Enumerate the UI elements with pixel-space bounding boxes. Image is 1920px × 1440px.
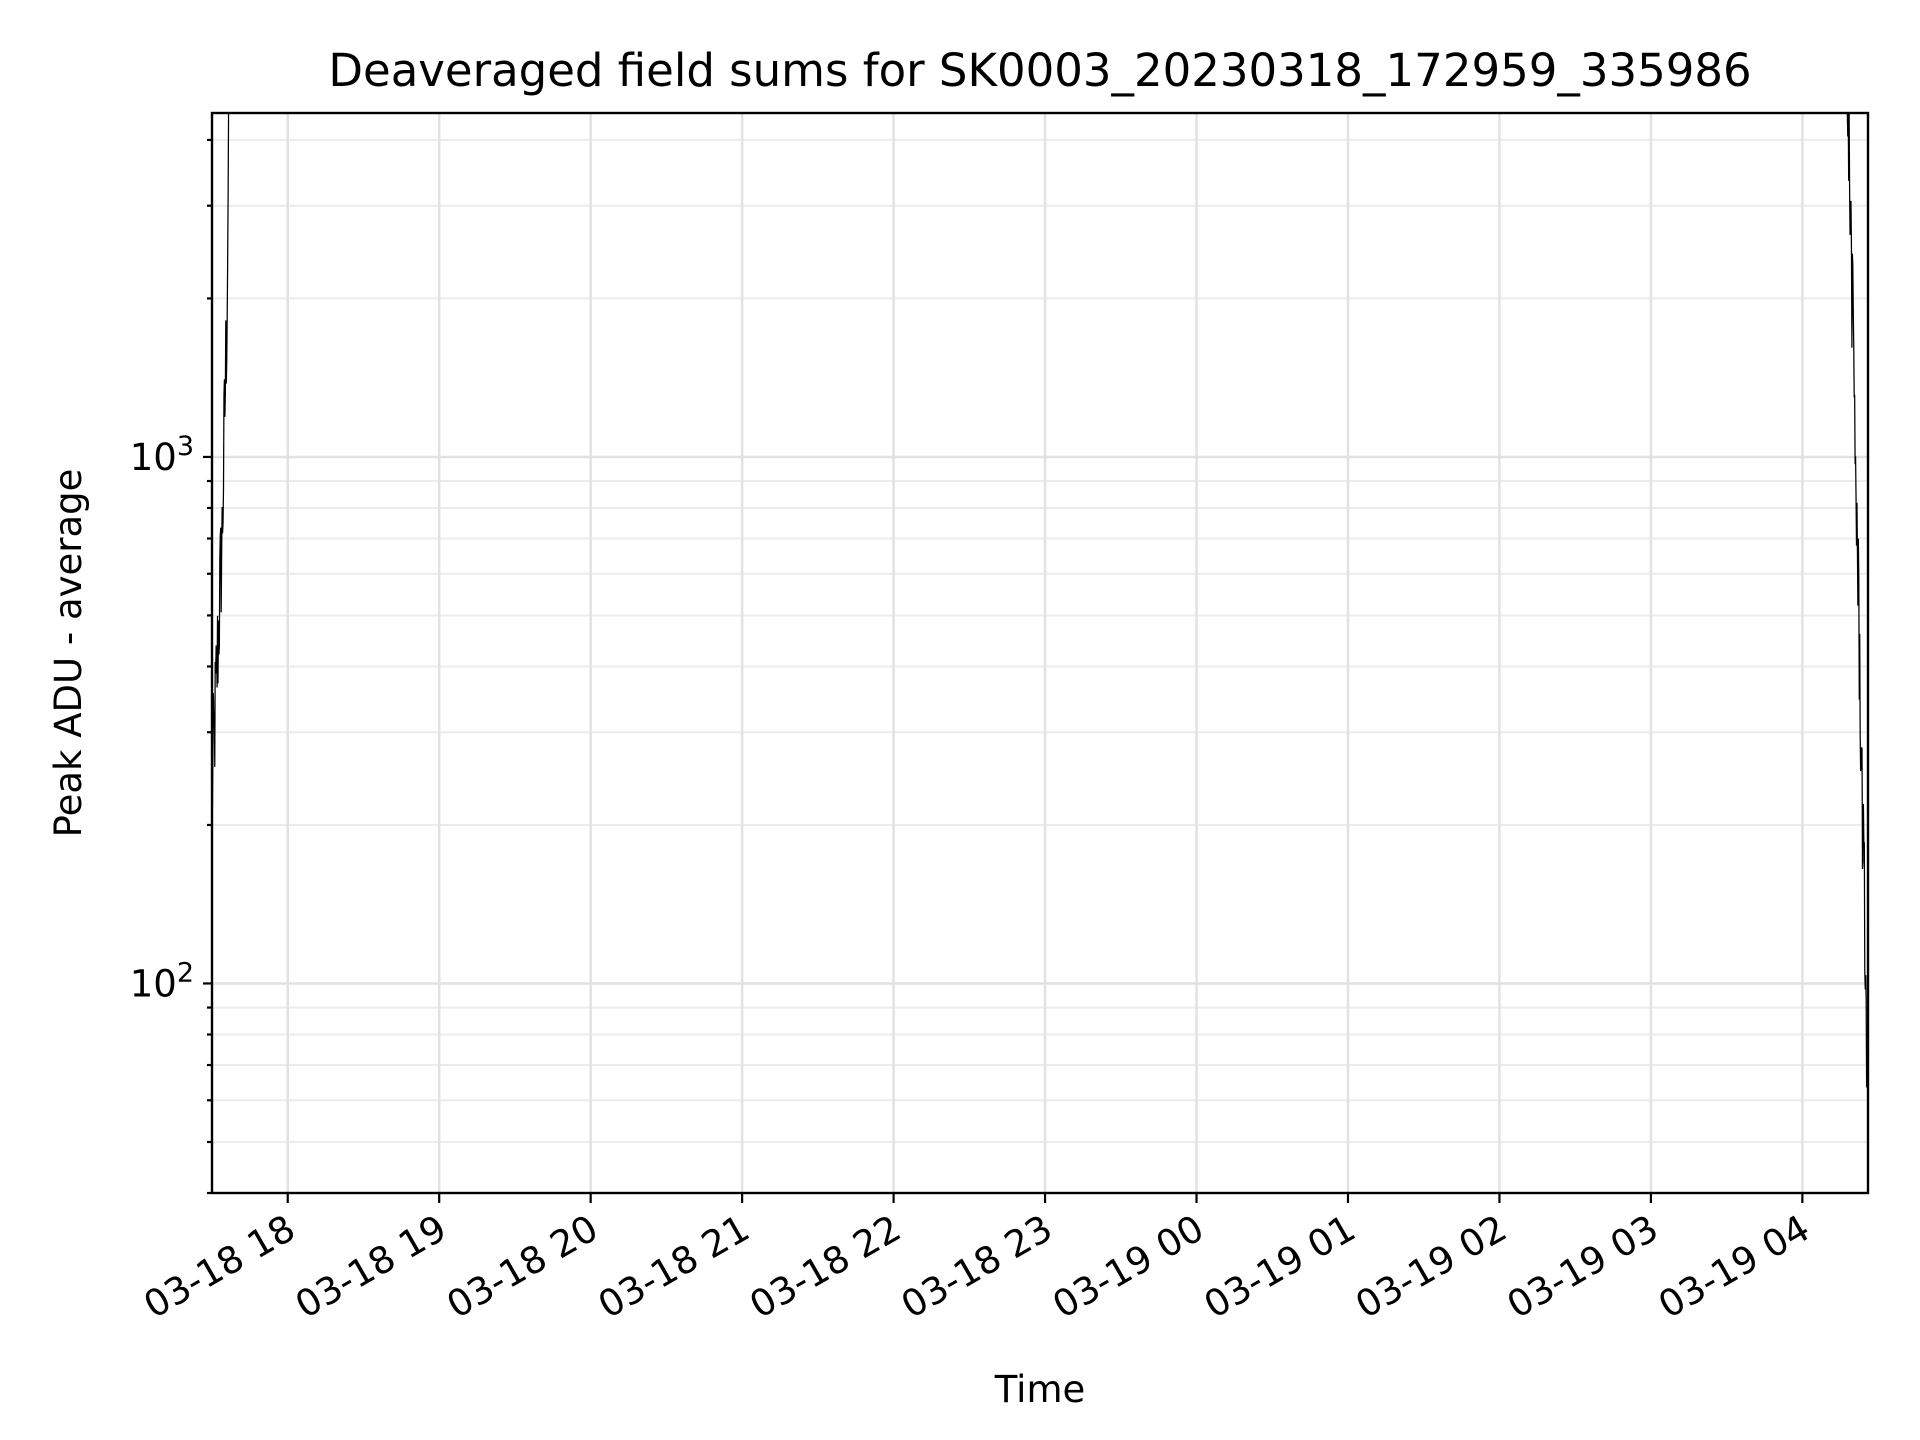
y-axis: 102103104105106 xyxy=(130,138,212,1195)
x-tick-label: 03-19 03 xyxy=(1500,1207,1666,1327)
x-tick-label: 03-18 22 xyxy=(743,1207,909,1327)
y-tick-label: 102 xyxy=(130,957,194,1005)
x-tick-label: 03-18 23 xyxy=(894,1207,1060,1327)
plot-frame xyxy=(210,111,1870,1195)
x-tick-label: 03-19 04 xyxy=(1651,1207,1817,1327)
x-tick-label: 03-19 00 xyxy=(1045,1207,1211,1327)
series-line xyxy=(211,112,1869,1088)
x-tick-label: 03-18 20 xyxy=(440,1207,606,1327)
grid xyxy=(212,113,1868,1194)
x-tick-label: 03-19 01 xyxy=(1197,1207,1363,1327)
y-axis-label: Peak ADU - average xyxy=(47,469,90,838)
x-tick-label: 03-18 19 xyxy=(288,1207,454,1327)
x-axis-label: Time xyxy=(994,1368,1086,1411)
y-tick-label: 103 xyxy=(130,431,194,479)
series-layer xyxy=(211,112,1869,1088)
chart-title: Deaveraged field sums for SK0003_2023031… xyxy=(328,44,1751,97)
x-tick-label: 03-18 21 xyxy=(591,1207,757,1327)
x-tick-label: 03-19 02 xyxy=(1348,1207,1514,1327)
x-tick-label: 03-18 18 xyxy=(137,1207,303,1327)
